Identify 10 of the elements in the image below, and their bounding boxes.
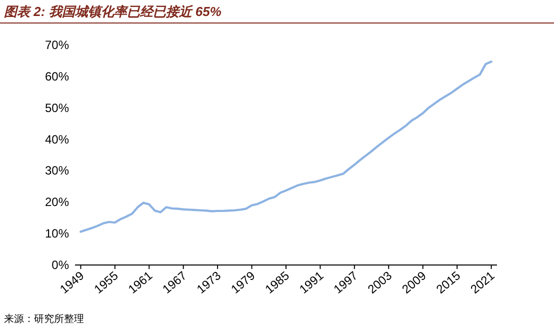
y-tick-label: 10% bbox=[44, 226, 70, 241]
source-note: 来源：研究所整理 bbox=[4, 313, 84, 325]
y-tick-label: 20% bbox=[44, 195, 70, 210]
y-tick-label: 60% bbox=[44, 69, 70, 84]
y-tick-label: 70% bbox=[44, 38, 70, 52]
y-tick-label: 40% bbox=[44, 132, 70, 146]
y-tick-label: 0% bbox=[52, 258, 70, 272]
y-tick-label: 30% bbox=[44, 164, 70, 178]
y-tick-label: 50% bbox=[44, 100, 70, 115]
title: 图表 2: 我国城镇化率已经已接近 65% bbox=[4, 4, 222, 19]
